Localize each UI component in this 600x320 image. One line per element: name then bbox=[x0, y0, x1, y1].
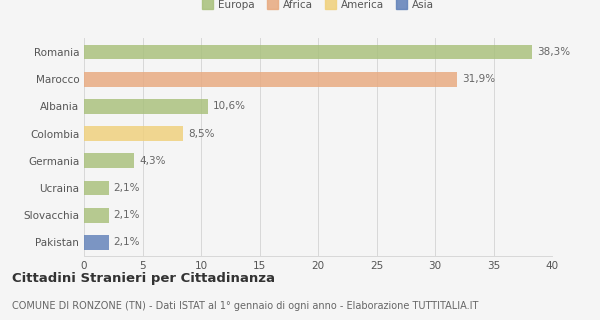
Text: 38,3%: 38,3% bbox=[537, 47, 570, 57]
Text: 2,1%: 2,1% bbox=[113, 183, 140, 193]
Bar bbox=[84, 235, 109, 250]
Legend: Europa, Africa, America, Asia: Europa, Africa, America, Asia bbox=[198, 0, 438, 14]
Bar bbox=[84, 44, 532, 60]
Text: 4,3%: 4,3% bbox=[139, 156, 166, 166]
Text: 2,1%: 2,1% bbox=[113, 237, 140, 247]
Bar bbox=[84, 180, 109, 196]
Text: 10,6%: 10,6% bbox=[213, 101, 246, 111]
Bar bbox=[84, 153, 134, 168]
Bar bbox=[84, 72, 457, 87]
Text: 31,9%: 31,9% bbox=[462, 74, 495, 84]
Text: 2,1%: 2,1% bbox=[113, 210, 140, 220]
Bar bbox=[84, 126, 184, 141]
Text: 8,5%: 8,5% bbox=[188, 129, 215, 139]
Text: COMUNE DI RONZONE (TN) - Dati ISTAT al 1° gennaio di ogni anno - Elaborazione TU: COMUNE DI RONZONE (TN) - Dati ISTAT al 1… bbox=[12, 301, 478, 311]
Text: Cittadini Stranieri per Cittadinanza: Cittadini Stranieri per Cittadinanza bbox=[12, 272, 275, 285]
Bar bbox=[84, 208, 109, 223]
Bar bbox=[84, 99, 208, 114]
